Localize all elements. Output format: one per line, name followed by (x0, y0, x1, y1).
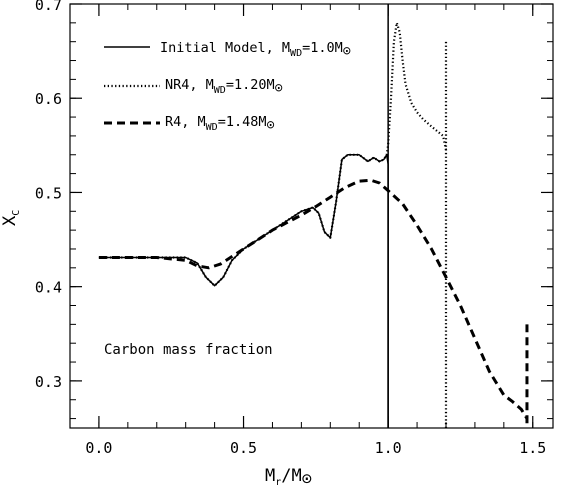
ticks (69, 3, 553, 428)
series-line-dashed (98, 178, 529, 420)
plot-frame (69, 3, 554, 429)
annotation: Carbon mass fraction (104, 342, 273, 358)
y-tick-label: 0.3 (35, 373, 62, 391)
tick-labels: 0.0 0.5 1.0 1.5 0.3 0.4 0.5 0.6 0.7 (35, 0, 546, 457)
x-tick-label: 0.0 (85, 439, 112, 457)
legend-label-nr4: NR4, MWD=1.20M⊙ (165, 77, 283, 96)
legend-label-r4: R4, MWD=1.48M⊙ (165, 114, 275, 133)
y-tick-label: 0.6 (35, 90, 62, 108)
y-axis-label: XC (0, 210, 22, 226)
x-axis-label: Mr/M⊙ (265, 466, 312, 487)
series-line-solid (98, 154, 389, 428)
y-tick-label: 0.7 (35, 0, 62, 14)
legend-label-initial: Initial Model, MWD=1.0M⊙ (160, 40, 351, 59)
series-line-dotted (98, 21, 448, 287)
x-tick-label: 0.5 (230, 439, 257, 457)
series (98, 4, 529, 428)
legend: Initial Model, MWD=1.0M⊙ NR4, MWD=1.20M⊙… (104, 40, 351, 133)
x-tick-label: 1.5 (519, 439, 546, 457)
y-tick-label: 0.5 (35, 184, 62, 202)
x-tick-label: 1.0 (375, 439, 402, 457)
y-tick-label: 0.4 (35, 279, 62, 297)
